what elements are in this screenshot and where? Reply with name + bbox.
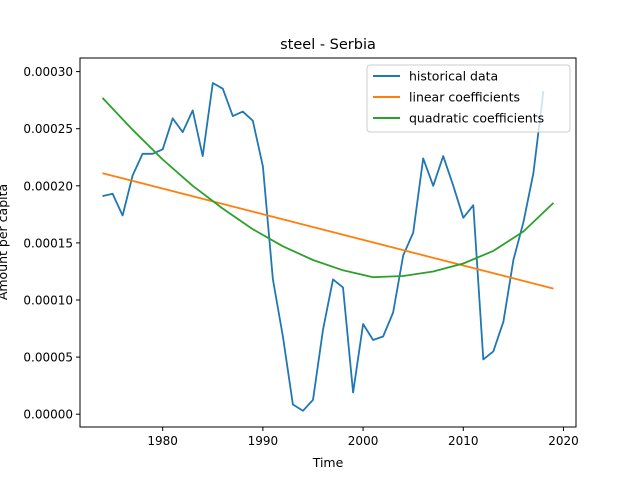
legend-label-linear-coefficients: linear coefficients (409, 90, 520, 105)
y-tick-label: 0.00000 (23, 408, 73, 422)
legend: historical data linear coefficients quad… (366, 64, 571, 133)
x-tick-label: 2020 (548, 434, 579, 448)
y-tick-label: 0.00020 (23, 179, 73, 193)
x-axis-label: Time (312, 455, 344, 470)
x-tick-label: 2000 (348, 434, 379, 448)
legend-label-historical-data: historical data (409, 69, 498, 84)
y-tick-label: 0.00015 (23, 236, 73, 250)
y-tick-label: 0.00010 (23, 294, 73, 308)
x-tick-label: 1980 (147, 434, 178, 448)
series-line-linear-coefficients (102, 172, 554, 290)
plot-layer (101, 82, 555, 412)
x-tick-label: 1990 (248, 434, 279, 448)
y-tick-label: 0.00005 (23, 351, 73, 365)
legend-box (366, 64, 571, 133)
x-axis: 1980 1990 2000 2010 2020 (147, 427, 579, 448)
y-tick-label: 0.00025 (23, 122, 73, 136)
y-axis-label: Amount per capita (0, 184, 10, 300)
x-tick-label: 2010 (448, 434, 479, 448)
legend-label-quadratic-coefficients: quadratic coefficients (409, 111, 544, 126)
series-line-historical-data (102, 82, 545, 412)
y-tick-label: 0.00030 (23, 65, 73, 79)
series-line-quadratic-coefficients (101, 97, 555, 279)
chart-title: steel - Serbia (280, 37, 376, 53)
y-axis: 0.00000 0.00005 0.00010 0.00015 0.00020 0.000… (23, 65, 80, 422)
